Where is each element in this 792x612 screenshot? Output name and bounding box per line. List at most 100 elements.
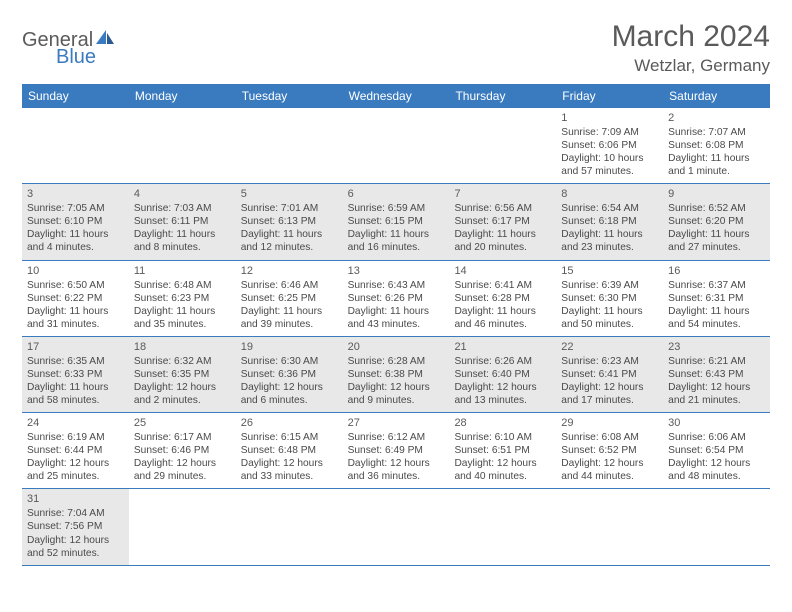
day-info-line: Daylight: 11 hours [27, 305, 124, 318]
day-info-line: and 13 minutes. [454, 394, 551, 407]
day-cell: 5Sunrise: 7:01 AMSunset: 6:13 PMDaylight… [236, 184, 343, 259]
day-info-line: Sunset: 6:46 PM [134, 444, 231, 457]
day-info-line: Daylight: 12 hours [134, 381, 231, 394]
day-cell: 18Sunrise: 6:32 AMSunset: 6:35 PMDayligh… [129, 337, 236, 412]
day-info-line: Sunset: 6:26 PM [348, 292, 445, 305]
day-info-line: and 39 minutes. [241, 318, 338, 331]
day-cell: 12Sunrise: 6:46 AMSunset: 6:25 PMDayligh… [236, 261, 343, 336]
day-info-line: Daylight: 11 hours [348, 305, 445, 318]
empty-cell [449, 108, 556, 183]
day-info-line: Daylight: 11 hours [561, 305, 658, 318]
day-info-line: Sunset: 6:44 PM [27, 444, 124, 457]
week-row: 10Sunrise: 6:50 AMSunset: 6:22 PMDayligh… [22, 261, 770, 337]
calendar: SundayMondayTuesdayWednesdayThursdayFrid… [22, 84, 770, 566]
day-cell: 29Sunrise: 6:08 AMSunset: 6:52 PMDayligh… [556, 413, 663, 488]
day-info-line: Sunrise: 6:35 AM [27, 355, 124, 368]
day-number: 23 [668, 340, 765, 354]
day-info-line: Sunset: 6:23 PM [134, 292, 231, 305]
day-number: 30 [668, 416, 765, 430]
day-info-line: and 40 minutes. [454, 470, 551, 483]
weekday-header: Friday [556, 84, 663, 108]
day-info-line: Sunset: 6:35 PM [134, 368, 231, 381]
day-cell: 4Sunrise: 7:03 AMSunset: 6:11 PMDaylight… [129, 184, 236, 259]
empty-cell [663, 489, 770, 564]
day-info-line: Sunrise: 6:32 AM [134, 355, 231, 368]
day-info-line: and 44 minutes. [561, 470, 658, 483]
day-info-line: and 29 minutes. [134, 470, 231, 483]
empty-cell [556, 489, 663, 564]
title-block: March 2024 Wetzlar, Germany [612, 20, 770, 76]
day-cell: 6Sunrise: 6:59 AMSunset: 6:15 PMDaylight… [343, 184, 450, 259]
day-info-line: Sunrise: 6:08 AM [561, 431, 658, 444]
weekday-header: Thursday [449, 84, 556, 108]
day-cell: 17Sunrise: 6:35 AMSunset: 6:33 PMDayligh… [22, 337, 129, 412]
day-info-line: Sunrise: 6:54 AM [561, 202, 658, 215]
day-info-line: and 50 minutes. [561, 318, 658, 331]
day-info-line: Sunrise: 7:07 AM [668, 126, 765, 139]
header: General Blue March 2024 Wetzlar, Germany [22, 20, 770, 76]
week-row: 17Sunrise: 6:35 AMSunset: 6:33 PMDayligh… [22, 337, 770, 413]
day-number: 11 [134, 264, 231, 278]
day-cell: 13Sunrise: 6:43 AMSunset: 6:26 PMDayligh… [343, 261, 450, 336]
day-info-line: Daylight: 11 hours [454, 228, 551, 241]
day-info-line: and 33 minutes. [241, 470, 338, 483]
weekday-header: Tuesday [236, 84, 343, 108]
day-cell: 24Sunrise: 6:19 AMSunset: 6:44 PMDayligh… [22, 413, 129, 488]
day-info-line: Sunrise: 6:19 AM [27, 431, 124, 444]
day-info-line: and 52 minutes. [27, 547, 124, 560]
day-info-line: and 54 minutes. [668, 318, 765, 331]
day-cell: 31Sunrise: 7:04 AMSunset: 7:56 PMDayligh… [22, 489, 129, 564]
day-info-line: Sunset: 6:43 PM [668, 368, 765, 381]
day-number: 3 [27, 187, 124, 201]
day-info-line: Sunset: 6:36 PM [241, 368, 338, 381]
day-number: 15 [561, 264, 658, 278]
day-number: 13 [348, 264, 445, 278]
day-info-line: Sunset: 6:28 PM [454, 292, 551, 305]
empty-cell [236, 108, 343, 183]
day-info-line: Sunset: 6:20 PM [668, 215, 765, 228]
day-info-line: Daylight: 11 hours [134, 228, 231, 241]
day-info-line: Sunrise: 7:04 AM [27, 507, 124, 520]
day-info-line: Daylight: 11 hours [241, 228, 338, 241]
day-info-line: Sunrise: 6:15 AM [241, 431, 338, 444]
day-cell: 25Sunrise: 6:17 AMSunset: 6:46 PMDayligh… [129, 413, 236, 488]
day-info-line: Sunrise: 6:12 AM [348, 431, 445, 444]
weekday-header: Wednesday [343, 84, 450, 108]
empty-cell [129, 489, 236, 564]
day-number: 6 [348, 187, 445, 201]
day-info-line: Sunrise: 6:37 AM [668, 279, 765, 292]
day-info-line: and 9 minutes. [348, 394, 445, 407]
logo: General Blue [22, 28, 116, 67]
day-number: 14 [454, 264, 551, 278]
day-info-line: Daylight: 11 hours [348, 228, 445, 241]
day-info-line: Sunset: 6:38 PM [348, 368, 445, 381]
day-cell: 30Sunrise: 6:06 AMSunset: 6:54 PMDayligh… [663, 413, 770, 488]
day-cell: 8Sunrise: 6:54 AMSunset: 6:18 PMDaylight… [556, 184, 663, 259]
day-info-line: Sunset: 6:18 PM [561, 215, 658, 228]
day-cell: 7Sunrise: 6:56 AMSunset: 6:17 PMDaylight… [449, 184, 556, 259]
day-cell: 27Sunrise: 6:12 AMSunset: 6:49 PMDayligh… [343, 413, 450, 488]
day-info-line: Sunset: 6:31 PM [668, 292, 765, 305]
day-info-line: and 16 minutes. [348, 241, 445, 254]
day-number: 25 [134, 416, 231, 430]
day-info-line: and 1 minute. [668, 165, 765, 178]
day-info-line: Sunrise: 6:23 AM [561, 355, 658, 368]
day-number: 5 [241, 187, 338, 201]
day-number: 22 [561, 340, 658, 354]
day-number: 29 [561, 416, 658, 430]
day-info-line: Daylight: 11 hours [668, 305, 765, 318]
empty-cell [22, 108, 129, 183]
week-row: 3Sunrise: 7:05 AMSunset: 6:10 PMDaylight… [22, 184, 770, 260]
weekday-header: Sunday [22, 84, 129, 108]
empty-cell [129, 108, 236, 183]
day-info-line: Sunrise: 6:52 AM [668, 202, 765, 215]
day-cell: 26Sunrise: 6:15 AMSunset: 6:48 PMDayligh… [236, 413, 343, 488]
day-info-line: Sunset: 6:49 PM [348, 444, 445, 457]
day-info-line: Daylight: 12 hours [668, 381, 765, 394]
day-cell: 1Sunrise: 7:09 AMSunset: 6:06 PMDaylight… [556, 108, 663, 183]
day-info-line: Daylight: 11 hours [27, 228, 124, 241]
day-info-line: and 46 minutes. [454, 318, 551, 331]
day-info-line: Daylight: 11 hours [561, 228, 658, 241]
weeks-container: 1Sunrise: 7:09 AMSunset: 6:06 PMDaylight… [22, 108, 770, 566]
day-cell: 9Sunrise: 6:52 AMSunset: 6:20 PMDaylight… [663, 184, 770, 259]
